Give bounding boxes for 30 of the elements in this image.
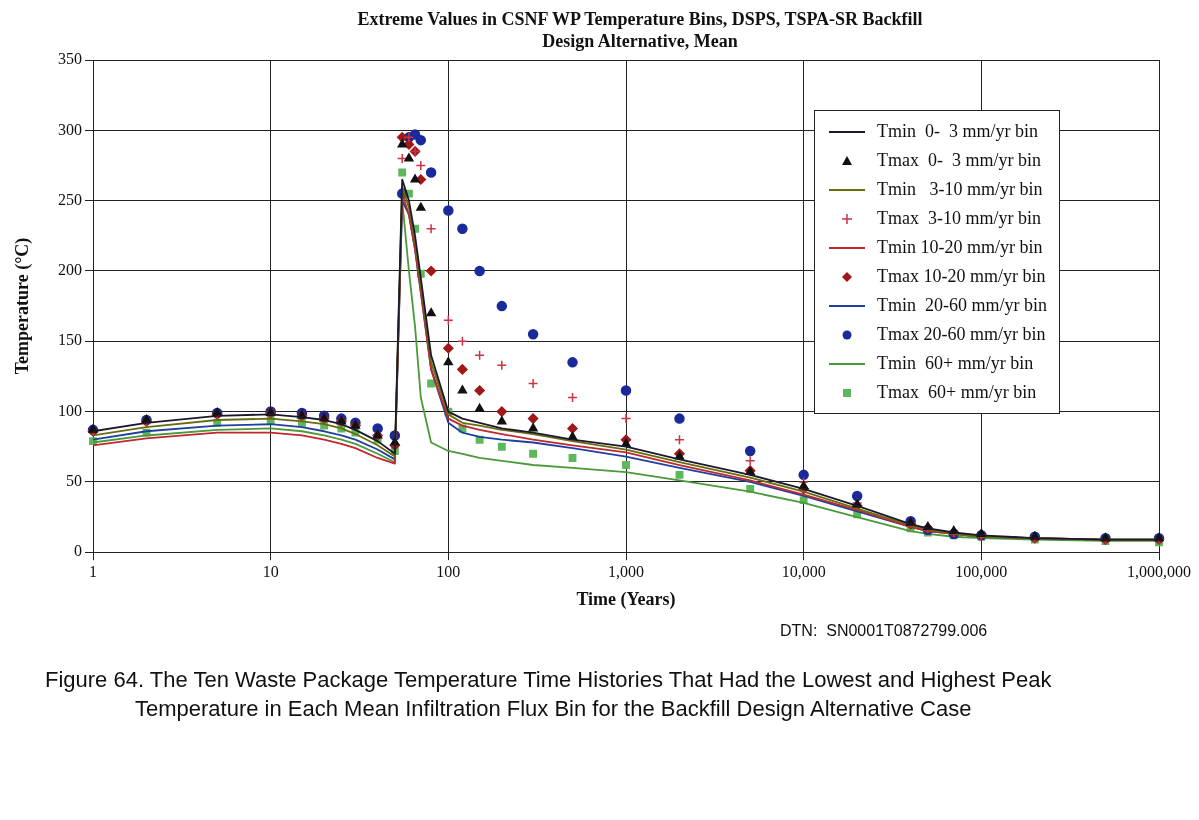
x-tick-label: 1,000 (608, 563, 644, 580)
x-tick-label: 10,000 (781, 563, 826, 580)
y-tick-label: 200 (58, 261, 82, 279)
chart-title: Extreme Values in CSNF WP Temperature Bins, DSPS, TSPA-SR Backfill Design Alternative, Mean (356, 8, 924, 52)
x-tick-label: 100 (436, 563, 461, 580)
legend-label: Tmin 0- 3 mm/yr bin (877, 121, 1038, 142)
x-tick-label: 1,000,000 (1127, 563, 1191, 580)
legend-label: Tmin 60+ mm/yr bin (877, 353, 1034, 374)
text: DTN: SN0001T0872799.006 (780, 622, 988, 640)
legend-label: Tmax 20-60 mm/yr bin (877, 324, 1046, 345)
y-tick-label: 250 (58, 190, 82, 208)
legend-label: Tmin 10-20 mm/yr bin (877, 237, 1043, 258)
y-tick-label: 350 (58, 50, 82, 68)
y-tick-label: 150 (58, 331, 82, 349)
legend-label: Tmax 10-20 mm/yr bin (877, 266, 1046, 287)
x-tick-label: 1 (89, 563, 97, 580)
y-axis-title: Temperature (°C) (11, 237, 33, 375)
x-tick-label: 10 (262, 563, 279, 580)
legend-label: Tmin 3-10 mm/yr bin (877, 179, 1043, 200)
legend-label: Tmax 0- 3 mm/yr bin (877, 150, 1041, 171)
y-tick-label: 300 (58, 120, 82, 138)
legend-label: Tmin 20-60 mm/yr bin (877, 295, 1047, 316)
x-tick-label: 100,000 (955, 563, 1008, 580)
caption: Figure 64. The Ten Waste Package Temperature Time Histories That Had the Lowest and Highest Peak Temperature in Each Mean Infiltration Flux Bin for the Backfill Design Alternative Case (45, 666, 1053, 723)
x-axis-title: Time (Years) (576, 588, 676, 610)
legend-label: Tmax 60+ mm/yr bin (877, 382, 1037, 403)
y-tick-label: 100 (58, 401, 82, 419)
y-tick-label: 50 (66, 472, 82, 490)
y-tick-label: 0 (74, 542, 82, 560)
legend-label: Tmax 3-10 mm/yr bin (877, 208, 1041, 229)
